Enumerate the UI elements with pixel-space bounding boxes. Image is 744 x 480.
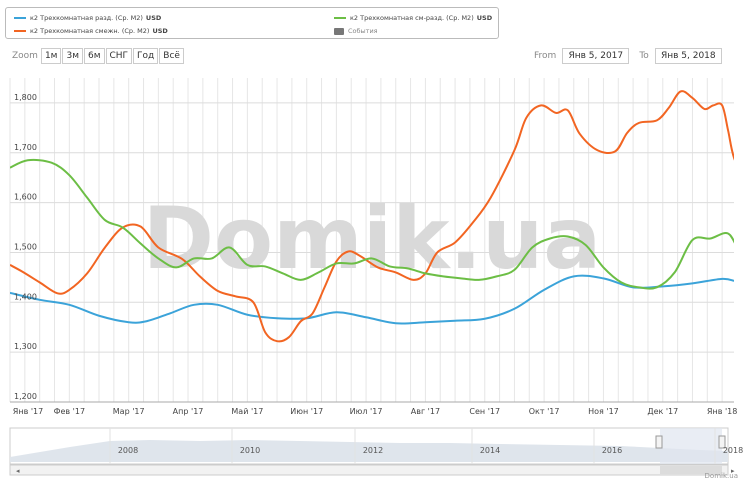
y-tick-label: 1,500 bbox=[14, 242, 37, 251]
navigator-year-label: 2008 bbox=[118, 446, 138, 455]
x-tick-label: Апр '17 bbox=[173, 407, 204, 416]
navigator-year-label: 2018 bbox=[723, 446, 743, 455]
zoom-1m-button[interactable]: 1м bbox=[40, 48, 62, 64]
scrollbar-thumb[interactable] bbox=[660, 466, 722, 474]
y-tick-label: 1,800 bbox=[14, 93, 37, 102]
y-tick-label: 1,200 bbox=[14, 392, 37, 401]
navigator-selection[interactable] bbox=[660, 428, 722, 464]
x-tick-label: Янв '18 bbox=[707, 407, 737, 416]
scroll-right-arrow-icon[interactable]: ▸ bbox=[731, 467, 735, 475]
x-tick-label: Янв '17 bbox=[13, 407, 43, 416]
navigator-right-handle[interactable] bbox=[718, 435, 726, 449]
series-line-sm-razd bbox=[10, 158, 734, 290]
zoom-toolbar: Zoom 1м 3м 6м СНГ Год Всё bbox=[12, 48, 185, 64]
zoom-3m-button[interactable]: 3м bbox=[62, 48, 83, 64]
legend-unit: USD bbox=[145, 14, 162, 22]
y-axis: 1,200 1,300 1,400 1,500 1,600 1,700 1,800 bbox=[14, 93, 37, 401]
from-date-input[interactable]: Янв 5, 2017 bbox=[562, 48, 630, 64]
y-tick-label: 1,300 bbox=[14, 342, 37, 351]
legend-item-events[interactable]: События bbox=[334, 27, 378, 35]
legend-label: к2 Трехкомнатная см-разд. (Ср. М2) bbox=[350, 14, 474, 22]
x-tick-label: Окт '17 bbox=[529, 407, 560, 416]
legend-label: к2 Трехкомнатная разд. (Ср. М2) bbox=[30, 14, 143, 22]
legend-label: к2 Трехкомнатная смежн. (Ср. М2) bbox=[30, 27, 150, 35]
scrollbar[interactable] bbox=[9, 464, 729, 476]
x-tick-label: Июл '17 bbox=[350, 407, 383, 416]
x-tick-label: Дек '17 bbox=[647, 407, 678, 416]
box-swatch-icon bbox=[334, 27, 344, 35]
legend-item-razd[interactable]: к2 Трехкомнатная разд. (Ср. М2) USD bbox=[14, 14, 161, 22]
watermark: Domik.ua bbox=[143, 189, 602, 289]
x-axis: Янв '17 Фев '17 Мар '17 Апр '17 Май '17 Июн '… bbox=[10, 401, 737, 416]
zoom-1y-button[interactable]: Год bbox=[133, 48, 159, 64]
line-swatch-icon bbox=[334, 17, 346, 19]
series-line-smezh bbox=[10, 90, 734, 343]
x-tick-label: Сен '17 bbox=[469, 407, 500, 416]
navigator-area bbox=[10, 440, 728, 462]
y-tick-label: 1,600 bbox=[14, 193, 37, 202]
x-tick-label: Май '17 bbox=[231, 407, 263, 416]
y-tick-label: 1,400 bbox=[14, 292, 37, 301]
zoom-all-button[interactable]: Всё bbox=[159, 48, 184, 64]
navigator-left-handle[interactable] bbox=[655, 435, 663, 449]
zoom-6m-button[interactable]: 6м bbox=[83, 48, 105, 64]
credit: Domik.ua bbox=[705, 472, 738, 480]
navigator-year-label: 2012 bbox=[363, 446, 383, 455]
to-label: To bbox=[639, 51, 649, 61]
legend-item-smezh[interactable]: к2 Трехкомнатная смежн. (Ср. М2) USD bbox=[14, 27, 168, 35]
line-swatch-icon bbox=[14, 30, 26, 32]
legend: к2 Трехкомнатная разд. (Ср. М2) USD к2 Т… bbox=[5, 7, 499, 39]
from-label: From bbox=[534, 51, 557, 61]
navigator-year-label: 2014 bbox=[480, 446, 500, 455]
legend-unit: USD bbox=[152, 27, 168, 35]
navigator-years: 2008 2010 2012 2014 2016 2018 bbox=[109, 428, 743, 464]
date-range: From Янв 5, 2017 To Янв 5, 2018 bbox=[534, 48, 722, 64]
navigator-year-label: 2010 bbox=[240, 446, 260, 455]
x-gridlines bbox=[9, 78, 723, 402]
x-tick-label: Авг '17 bbox=[411, 407, 440, 416]
series-lines bbox=[10, 90, 734, 343]
legend-label: События bbox=[348, 27, 378, 35]
navigator: 2008 2010 2012 2014 2016 2018 ◂ ▸ bbox=[9, 427, 743, 476]
y-tick-label: 1,700 bbox=[14, 143, 37, 152]
x-tick-label: Июн '17 bbox=[290, 407, 323, 416]
navigator-year-label: 2016 bbox=[602, 446, 622, 455]
scroll-left-arrow-icon[interactable]: ◂ bbox=[16, 467, 20, 475]
to-date-input[interactable]: Янв 5, 2018 bbox=[654, 48, 722, 64]
line-swatch-icon bbox=[14, 17, 26, 19]
legend-unit: USD bbox=[476, 14, 493, 22]
x-tick-label: Фев '17 bbox=[54, 407, 85, 416]
zoom-label: Zoom bbox=[12, 51, 38, 61]
x-tick-label: Ноя '17 bbox=[588, 407, 619, 416]
x-tick-label: Мар '17 bbox=[113, 407, 145, 416]
zoom-ytd-button[interactable]: СНГ bbox=[105, 48, 133, 64]
series-line-razd bbox=[10, 274, 734, 325]
legend-item-sm-razd[interactable]: к2 Трехкомнатная см-разд. (Ср. М2) USD bbox=[334, 14, 492, 22]
